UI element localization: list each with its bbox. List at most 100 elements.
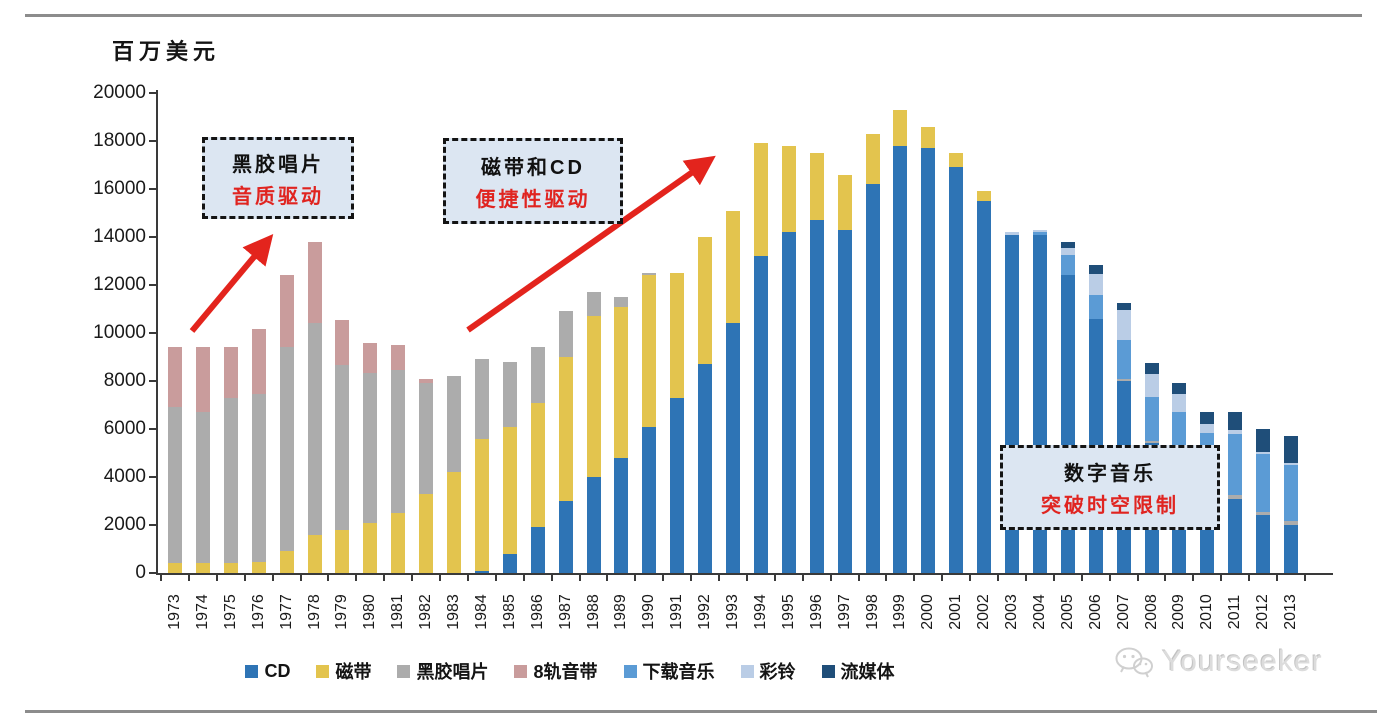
bar-1976-磁带 [251,562,266,573]
x-label-2001: 2001 [947,594,965,630]
bar-1999-CD [893,145,908,573]
legend-swatch-8轨音带 [514,664,528,678]
bar-1975-磁带 [223,563,238,573]
bar-2011-流媒体 [1228,412,1243,431]
x-label-2002: 2002 [975,594,993,630]
bar-2012-彩铃 [1256,451,1271,455]
bar-1980-黑胶唱片 [363,372,378,523]
bar-1986-磁带 [530,402,545,528]
x-label-2000: 2000 [919,594,937,630]
x-label-1999: 1999 [891,594,909,630]
x-tick [718,574,720,581]
x-tick [1192,574,1195,581]
y-axis-line [156,90,158,575]
x-tick [745,574,748,581]
bar-2006-下载音乐 [1088,294,1103,319]
x-label-1977: 1977 [277,594,295,630]
bar-2008-彩铃 [1144,373,1159,397]
x-tick [913,574,916,581]
legend-swatch-黑胶唱片 [397,664,411,678]
legend-label-流媒体: 流媒体 [840,662,895,682]
bar-2003-彩铃 [1005,232,1019,235]
bar-2009-下载音乐 [1172,412,1187,456]
bar-2013-CD [1284,525,1298,573]
growth-arrow-vinyl [189,233,274,333]
x-label-2009: 2009 [1170,594,1188,630]
bar-1991-CD [670,397,685,573]
x-label-1981: 1981 [389,594,407,630]
x-tick [1248,574,1251,581]
legend-label-下载音乐: 下载音乐 [642,662,715,682]
bar-1996-磁带 [809,153,824,221]
x-tick [383,574,386,581]
annotation-subtitle: 音质驱动 [232,185,324,208]
x-tick [634,574,637,581]
x-tick [662,574,665,581]
x-label-1975: 1975 [221,594,239,630]
annotation-subtitle: 便捷性驱动 [475,188,591,211]
bar-1979-8轨音带 [335,319,350,366]
x-label-1992: 1992 [696,594,714,630]
bar-1977-8轨音带 [279,275,294,348]
y-tick-label-12000: 12000 [93,274,146,295]
bar-1989-CD [614,457,629,573]
y-tick-label-10000: 10000 [93,322,146,343]
legend-swatch-彩铃 [740,664,754,678]
bar-2007-下载音乐 [1116,340,1131,379]
x-label-1998: 1998 [863,594,881,630]
bar-2009-彩铃 [1172,394,1187,413]
bar-1975-8轨音带 [223,347,238,398]
bar-2008-流媒体 [1144,363,1159,374]
x-label-1985: 1985 [500,594,518,630]
bar-1984-CD [474,570,489,573]
bar-1985-磁带 [502,426,517,554]
y-tick [149,284,157,286]
bar-1974-磁带 [195,563,210,573]
bar-1978-8轨音带 [307,241,322,324]
bar-2004-下载音乐 [1032,232,1047,235]
bar-1973-8轨音带 [168,347,182,408]
legend-swatch-CD [245,664,259,678]
legend-label-8轨音带: 8轨音带 [533,662,598,682]
bar-1987-黑胶唱片 [558,311,573,357]
bar-1981-磁带 [391,513,406,573]
bar-1997-磁带 [837,174,852,230]
bar-1990-黑胶唱片 [642,273,657,276]
bar-1989-磁带 [614,306,629,458]
y-tick-label-0: 0 [135,562,146,583]
annotation-title: 数字音乐 [1064,463,1156,485]
bar-1979-黑胶唱片 [335,365,350,530]
x-label-1978: 1978 [305,594,323,630]
x-tick [941,574,944,581]
x-label-1989: 1989 [612,594,630,630]
x-label-1995: 1995 [779,594,797,630]
bar-1980-磁带 [363,522,378,573]
bar-1982-磁带 [419,493,434,573]
bar-1978-磁带 [307,534,322,573]
x-label-1994: 1994 [751,594,769,630]
bar-1985-CD [502,553,517,573]
y-tick [149,380,157,382]
bar-2004-彩铃 [1032,229,1047,233]
y-tick-label-8000: 8000 [103,370,146,391]
bar-2005-彩铃 [1060,247,1075,255]
legend-item-下载音乐: 下载音乐 [623,658,715,684]
x-label-1987: 1987 [556,594,574,630]
x-tick [1276,574,1278,581]
x-label-2005: 2005 [1058,594,1076,630]
watermark-text: Yourseeker [1162,645,1323,678]
annotation-title: 磁带和CD [481,156,585,179]
y-tick-label-4000: 4000 [103,466,146,487]
x-label-1983: 1983 [445,594,462,630]
y-tick-label-18000: 18000 [93,130,146,151]
legend-item-流媒体: 流媒体 [821,658,895,684]
y-tick-label-16000: 16000 [93,178,146,199]
bottom-divider [25,710,1377,713]
x-tick [411,574,414,581]
bar-2007-黑胶唱片 [1116,378,1131,381]
bar-2009-流媒体 [1172,383,1187,395]
bar-1990-磁带 [642,275,657,427]
x-tick [885,574,888,581]
bar-2008-下载音乐 [1144,396,1159,441]
